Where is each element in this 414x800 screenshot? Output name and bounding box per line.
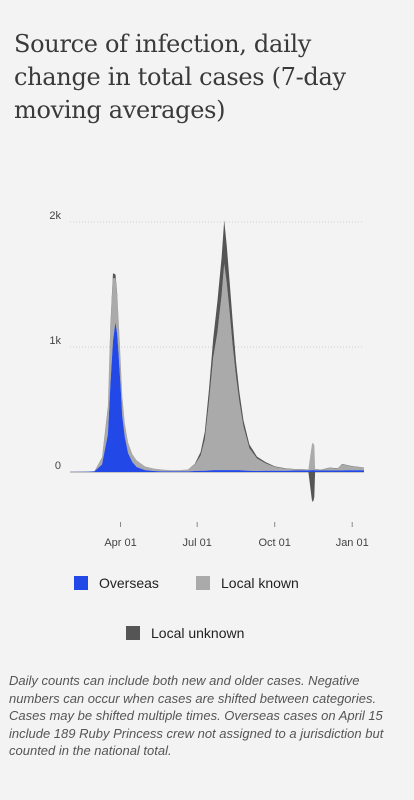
legend-label-overseas: Overseas	[99, 575, 159, 591]
legend-item-local-known: Local known	[196, 575, 299, 591]
y-tick-label: 1k	[49, 335, 61, 347]
chart-title: Source of infection, daily change in tot…	[14, 30, 346, 124]
footnote: Daily counts can include both new and ol…	[9, 673, 384, 758]
x-tick-label: Jan 01	[336, 537, 369, 549]
x-tick-label: Apr 01	[104, 537, 136, 549]
area-layer	[70, 220, 364, 502]
legend-swatch-local-known	[196, 576, 210, 590]
y-tick-label: 2k	[49, 210, 61, 222]
legend-swatch-overseas	[74, 576, 88, 590]
legend-item-local-unknown: Local unknown	[126, 625, 244, 641]
legend-item-overseas: Overseas	[74, 575, 159, 591]
x-tick-label: Oct 01	[259, 537, 291, 549]
series-area-local-known	[70, 263, 364, 472]
legend-label-local-known: Local known	[221, 575, 299, 591]
legend-label-local-unknown: Local unknown	[151, 625, 245, 641]
chart-plot: 2k 1k 0 Apr 01 Jul 01 Oct 01 Jan 01	[49, 210, 368, 549]
axis-layer: 2k 1k 0 Apr 01 Jul 01 Oct 01 Jan 01	[49, 210, 368, 549]
legend-swatch-local-unknown	[126, 626, 140, 640]
y-tick-label: 0	[55, 460, 61, 472]
series-area-local-unknown-negative	[70, 472, 364, 502]
x-tick-label: Jul 01	[183, 537, 212, 549]
